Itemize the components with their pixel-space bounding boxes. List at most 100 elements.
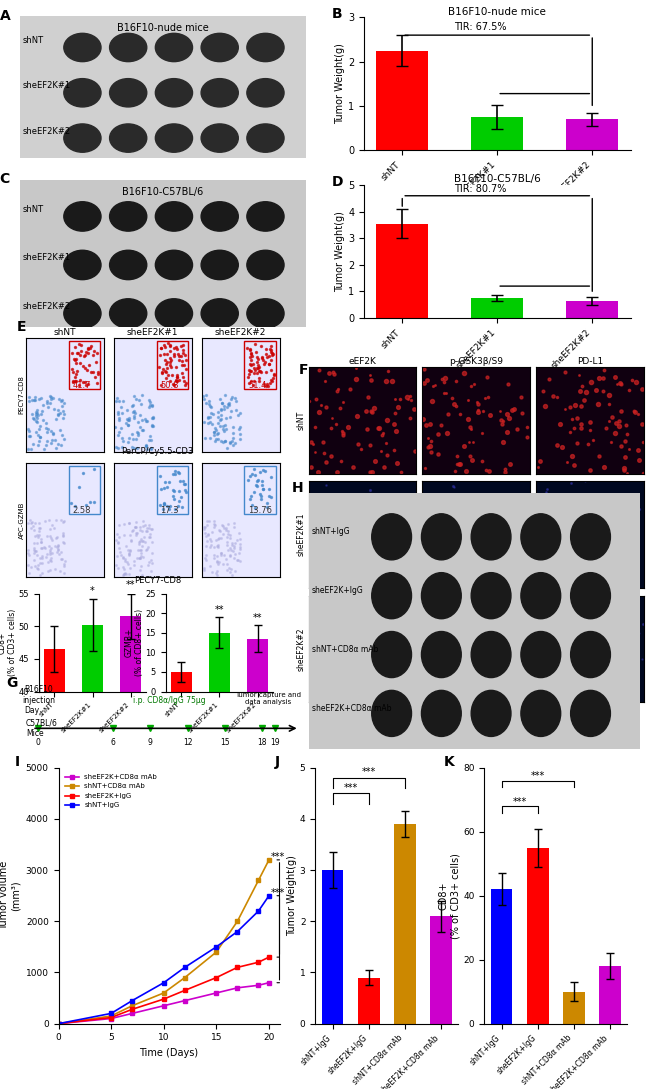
Point xyxy=(25,428,36,445)
Point xyxy=(118,558,128,575)
Point xyxy=(265,341,275,358)
Point xyxy=(135,522,145,539)
Point xyxy=(235,430,245,448)
Point xyxy=(234,543,244,561)
Point xyxy=(177,498,187,515)
Point xyxy=(215,391,226,408)
shNT+CD8α mAb xyxy=(55,1017,62,1030)
Point xyxy=(57,550,68,567)
Point xyxy=(144,397,154,415)
Point xyxy=(265,355,275,372)
Point xyxy=(180,346,190,364)
Point xyxy=(261,494,272,512)
Point xyxy=(204,392,214,409)
Point xyxy=(199,562,209,579)
Point xyxy=(24,428,34,445)
Point xyxy=(168,340,179,357)
Point xyxy=(177,365,187,382)
Point xyxy=(207,416,217,433)
Point xyxy=(244,340,255,357)
Bar xyxy=(430,916,452,1024)
Text: G: G xyxy=(6,676,18,690)
Point xyxy=(114,412,124,429)
Point xyxy=(242,472,253,489)
Point xyxy=(42,549,52,566)
Point xyxy=(246,352,256,369)
Point xyxy=(204,512,214,529)
Point xyxy=(74,377,85,394)
Point xyxy=(48,390,58,407)
Point xyxy=(81,343,91,360)
Text: D: D xyxy=(332,174,343,188)
Point xyxy=(128,409,138,427)
Point xyxy=(40,513,50,530)
Bar xyxy=(566,301,618,318)
Point xyxy=(214,529,224,547)
Point xyxy=(118,393,129,411)
Point xyxy=(56,437,66,454)
Point xyxy=(114,424,124,441)
Point xyxy=(179,475,189,492)
Point xyxy=(255,363,265,380)
Point xyxy=(227,425,238,442)
Point xyxy=(146,521,157,538)
Point xyxy=(159,495,170,513)
Point xyxy=(250,499,261,516)
Point xyxy=(51,528,62,546)
Line: sheEF2K+CD8α mAb: sheEF2K+CD8α mAb xyxy=(57,980,271,1026)
Point xyxy=(215,418,226,436)
Point xyxy=(168,375,179,392)
Ellipse shape xyxy=(201,250,239,280)
Point xyxy=(164,500,174,517)
Title: B16F10-nude mice: B16F10-nude mice xyxy=(448,7,546,16)
Point xyxy=(252,364,262,381)
Point xyxy=(122,402,133,419)
Point xyxy=(33,526,44,543)
Point xyxy=(132,423,142,440)
Point xyxy=(148,543,158,561)
Bar xyxy=(69,341,100,389)
Point xyxy=(213,403,224,420)
Point xyxy=(178,341,188,358)
Point xyxy=(204,395,214,413)
Point xyxy=(26,440,36,457)
Point xyxy=(205,429,215,446)
Point xyxy=(66,360,77,378)
Point xyxy=(146,563,156,580)
Y-axis label: sheEF2K#1: sheEF2K#1 xyxy=(297,513,306,556)
Text: sheEF2K#2: sheEF2K#2 xyxy=(22,126,70,135)
Title: B16F10-C57BL/6: B16F10-C57BL/6 xyxy=(454,174,541,184)
Point xyxy=(226,432,237,450)
Point xyxy=(88,346,98,364)
Ellipse shape xyxy=(155,124,192,152)
Point xyxy=(135,418,146,436)
Point xyxy=(199,521,209,538)
Point xyxy=(36,405,46,423)
Ellipse shape xyxy=(571,573,610,619)
Bar xyxy=(491,890,512,1024)
Point xyxy=(116,546,126,563)
Point xyxy=(126,533,136,550)
Point xyxy=(157,364,167,381)
sheEF2K+CD8α mAb xyxy=(265,976,273,989)
Point xyxy=(80,358,90,376)
Point xyxy=(124,565,135,583)
Point xyxy=(47,431,57,449)
Point xyxy=(146,552,156,570)
Point xyxy=(259,356,269,374)
Point xyxy=(112,389,122,406)
Point xyxy=(210,432,220,450)
Point xyxy=(26,514,36,531)
Point xyxy=(56,551,66,568)
Point xyxy=(142,522,152,539)
Ellipse shape xyxy=(64,298,101,328)
Point xyxy=(218,517,228,535)
Bar xyxy=(527,847,549,1024)
Point xyxy=(135,541,145,559)
Point xyxy=(72,344,82,362)
Point xyxy=(125,542,135,560)
Point xyxy=(168,345,179,363)
Bar xyxy=(244,341,276,389)
Point xyxy=(224,394,234,412)
Ellipse shape xyxy=(155,250,192,280)
